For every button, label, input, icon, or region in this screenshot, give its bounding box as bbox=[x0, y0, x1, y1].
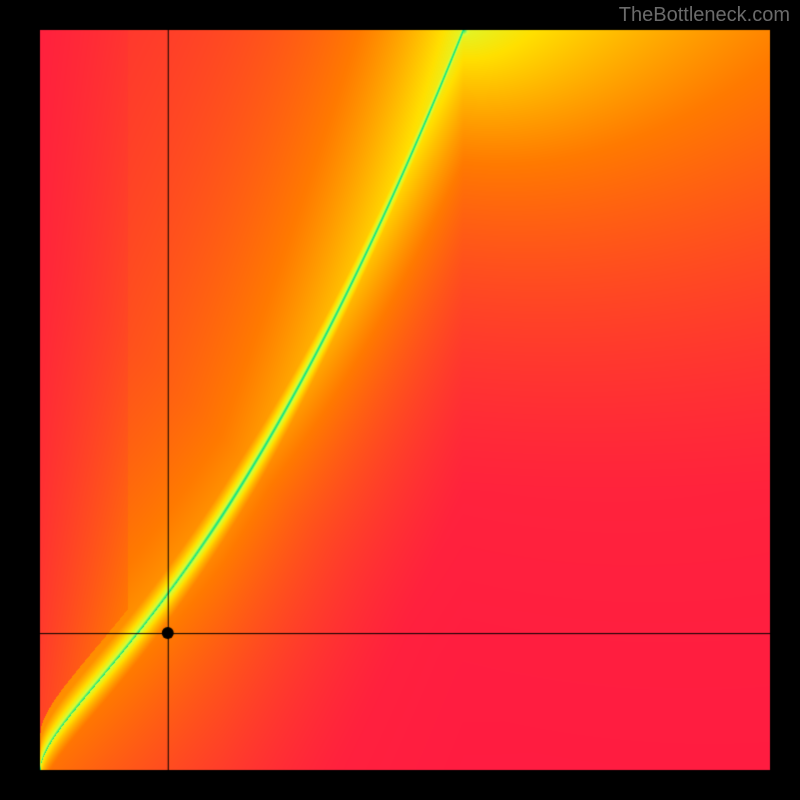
watermark-label: TheBottleneck.com bbox=[619, 4, 790, 27]
bottleneck-heatmap bbox=[0, 0, 800, 800]
chart-container: TheBottleneck.com bbox=[0, 0, 800, 800]
